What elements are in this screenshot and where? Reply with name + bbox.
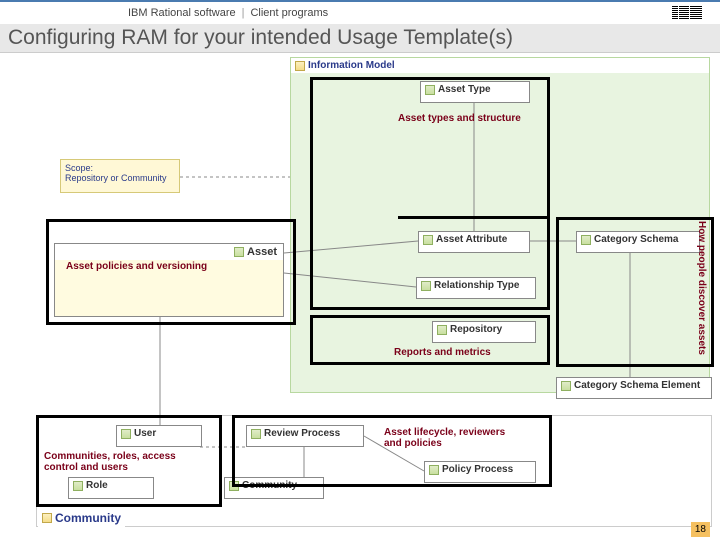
overlay-asset-types-label: Asset types and structure bbox=[398, 113, 521, 124]
class-icon bbox=[561, 381, 571, 391]
page-number: 18 bbox=[691, 522, 710, 537]
diagram-canvas: Information Model Scope: Repository or C… bbox=[0, 53, 720, 540]
package-icon bbox=[295, 61, 305, 71]
overlay-asset-policies bbox=[46, 219, 296, 325]
header-separator: | bbox=[242, 7, 245, 19]
ibm-logo-icon bbox=[672, 6, 710, 20]
overlay-lifecycle-label: Asset lifecycle, reviewers and policies bbox=[384, 427, 524, 449]
category-schema-element-box: Category Schema Element bbox=[556, 377, 712, 399]
overlay-asset-types-bottom bbox=[310, 216, 550, 310]
slide-header: IBM Rational software | Client programs bbox=[0, 0, 720, 24]
overlay-discover bbox=[556, 217, 714, 367]
scope-note: Scope: Repository or Community bbox=[60, 159, 180, 193]
community-title: Community bbox=[38, 509, 125, 527]
header-section: Client programs bbox=[250, 7, 328, 19]
overlay-communities-label: Communities, roles, access control and u… bbox=[44, 451, 194, 473]
overlay-reports-label: Reports and metrics bbox=[394, 347, 491, 358]
overlay-asset-types-join bbox=[398, 216, 550, 219]
package-icon bbox=[42, 513, 52, 523]
overlay-asset-policies-label: Asset policies and versioning bbox=[66, 261, 207, 272]
header-brand: IBM Rational software bbox=[128, 7, 236, 19]
info-model-title: Information Model bbox=[291, 58, 709, 73]
page-title: Configuring RAM for your intended Usage … bbox=[0, 24, 720, 53]
overlay-asset-types-top bbox=[310, 77, 550, 219]
overlay-discover-label: How people discover assets bbox=[696, 221, 707, 361]
overlay-lifecycle bbox=[232, 415, 552, 487]
